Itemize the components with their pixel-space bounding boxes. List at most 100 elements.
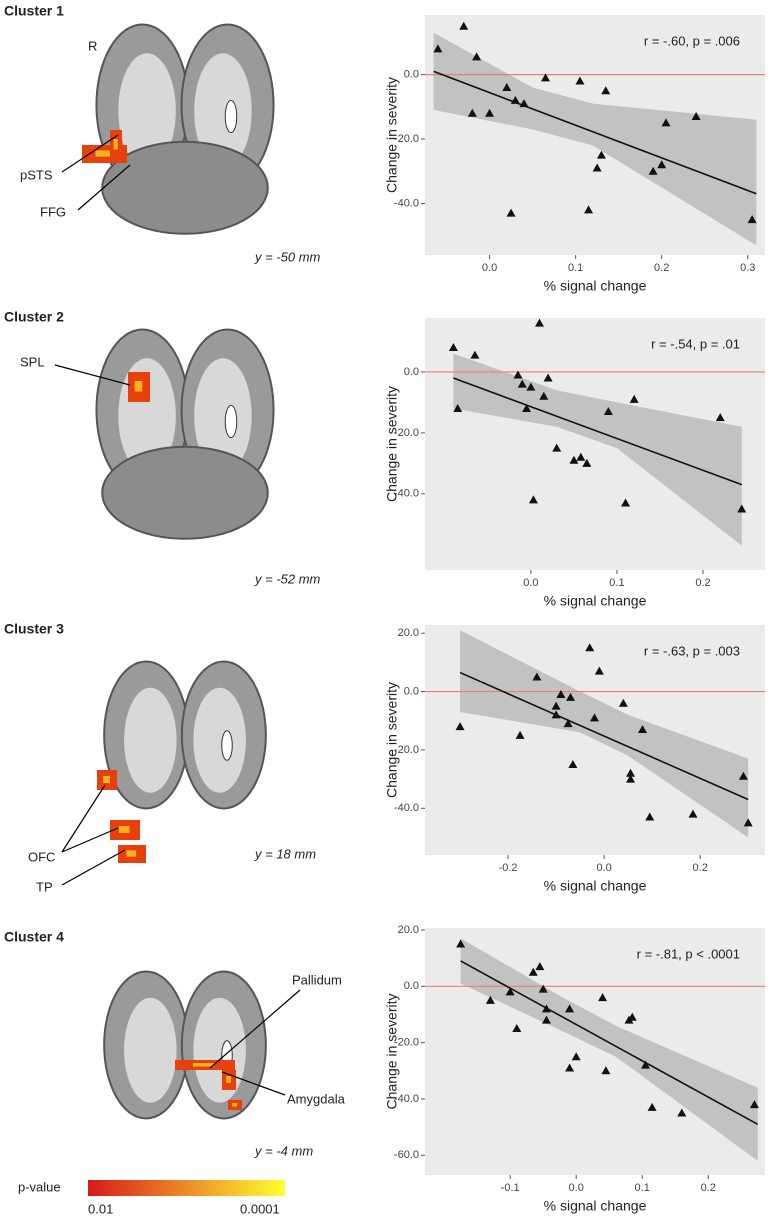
slice-coordinate: y = -52 mm [254, 571, 321, 586]
brain-slice [95, 328, 275, 540]
data-point [575, 76, 585, 85]
x-axis-label: % signal change [544, 593, 647, 609]
data-point [505, 987, 515, 996]
data-point [485, 995, 495, 1004]
fit-line [453, 377, 743, 486]
data-point [522, 404, 532, 413]
y-tick-label: 0.0 [404, 69, 419, 81]
y-tick-label: -20.0 [394, 1037, 419, 1049]
brain-slice [95, 23, 275, 235]
activation-core [134, 381, 143, 392]
region-label: Pallidum [292, 972, 342, 987]
data-point [433, 44, 443, 53]
white-matter [194, 53, 252, 169]
data-point [592, 163, 602, 172]
data-point [513, 370, 523, 379]
data-point [576, 452, 586, 461]
x-axis-label: % signal change [544, 278, 647, 294]
data-point [747, 215, 757, 224]
fit-line [433, 70, 757, 195]
region-label: R [88, 38, 97, 53]
region-label: Amygdala [287, 1091, 346, 1106]
data-point [715, 413, 725, 422]
region-label: SPL [20, 354, 45, 369]
confidence-band [460, 938, 758, 1161]
data-point [459, 21, 469, 30]
leader-line [61, 827, 119, 853]
data-point [532, 672, 542, 681]
data-point [603, 407, 613, 416]
ventricle [221, 730, 233, 761]
data-point [565, 1004, 575, 1013]
colorbar-min: 0.01 [88, 1201, 113, 1216]
ventricle [224, 99, 238, 134]
leader-line [61, 849, 126, 886]
data-point [472, 52, 482, 61]
activation-core [119, 826, 130, 833]
data-point [569, 455, 579, 464]
data-point [528, 495, 538, 504]
data-point [657, 160, 667, 169]
cluster-title: Cluster 2 [4, 309, 64, 325]
brain-slice [103, 970, 267, 1120]
data-point [641, 1060, 651, 1069]
slice-coordinate: y = 18 mm [254, 846, 316, 861]
annotation: r = -.60, p = .006 [644, 33, 740, 48]
cluster-title: Cluster 3 [4, 621, 64, 637]
y-tick-label: -20.0 [394, 744, 419, 756]
x-tick-label: 0.2 [695, 577, 710, 589]
annotation: r = -.54, p = .01 [651, 336, 740, 351]
leader-line [61, 134, 119, 173]
confidence-band [460, 630, 749, 838]
data-point [677, 1108, 687, 1117]
white-matter [194, 358, 252, 474]
x-tick-label: 0.1 [635, 1182, 650, 1194]
data-point [621, 498, 631, 507]
leader-line [209, 989, 301, 1069]
data-point [688, 809, 698, 818]
data-point [648, 166, 658, 175]
x-axis-label: % signal change [544, 1198, 647, 1214]
data-point [743, 818, 753, 827]
slice-coordinate: y = -50 mm [254, 249, 321, 264]
data-point [738, 771, 748, 780]
data-point [556, 689, 566, 698]
activation-core [232, 1103, 238, 1107]
data-point [551, 710, 561, 719]
data-point [626, 774, 636, 783]
y-tick-label: 0.0 [404, 685, 419, 697]
data-point [510, 95, 520, 104]
x-tick-label: 0.0 [596, 862, 611, 874]
data-point [535, 962, 545, 971]
data-point [601, 1066, 611, 1075]
cluster-title: Cluster 4 [4, 929, 64, 945]
data-point [526, 382, 536, 391]
x-tick-label: 0.0 [523, 577, 538, 589]
brain-slice [103, 660, 267, 810]
leader-line [54, 364, 131, 386]
data-point [541, 73, 551, 82]
x-tick-label: 0.1 [568, 262, 583, 274]
confidence-band [453, 353, 742, 546]
white-matter [124, 687, 177, 793]
activation-core [193, 1063, 214, 1067]
region-label: OFC [28, 849, 55, 864]
confidence-band [433, 32, 757, 246]
activation-core [226, 1076, 232, 1083]
annotation: r = -.81, p < .0001 [637, 946, 740, 961]
data-point [515, 730, 525, 739]
data-point [543, 373, 553, 382]
data-point [565, 1063, 575, 1072]
data-point [470, 350, 480, 359]
leader-line [221, 1071, 286, 1096]
data-point [485, 108, 495, 117]
data-point [528, 967, 538, 976]
x-tick-label: -0.1 [501, 1182, 520, 1194]
data-point [618, 698, 628, 707]
data-point [645, 812, 655, 821]
data-point [517, 379, 527, 388]
data-point [647, 1102, 657, 1111]
data-point [626, 768, 636, 777]
